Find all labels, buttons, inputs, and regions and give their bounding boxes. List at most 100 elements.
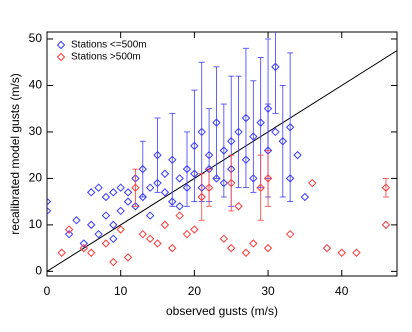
point bbox=[293, 150, 302, 160]
point bbox=[249, 239, 258, 248]
legend-label: Stations >500m bbox=[71, 52, 141, 63]
point bbox=[175, 211, 184, 220]
point bbox=[256, 183, 265, 192]
point bbox=[131, 202, 140, 211]
point bbox=[72, 216, 81, 225]
point bbox=[109, 257, 118, 267]
point bbox=[241, 113, 251, 123]
point bbox=[116, 225, 125, 234]
point bbox=[87, 220, 96, 230]
point bbox=[249, 174, 258, 183]
point bbox=[256, 118, 265, 127]
point bbox=[138, 192, 147, 202]
point bbox=[190, 141, 199, 151]
point bbox=[168, 243, 177, 253]
point bbox=[101, 192, 111, 202]
point bbox=[249, 132, 258, 141]
point bbox=[285, 229, 295, 239]
point bbox=[131, 183, 140, 192]
point bbox=[168, 155, 177, 165]
point bbox=[227, 178, 236, 188]
y-tick-label: 20 bbox=[29, 171, 43, 185]
point bbox=[322, 243, 332, 253]
point bbox=[79, 239, 89, 248]
point bbox=[278, 137, 287, 146]
point bbox=[101, 211, 111, 220]
point bbox=[381, 220, 391, 230]
reference-line bbox=[47, 50, 397, 272]
point bbox=[138, 164, 147, 174]
point bbox=[212, 118, 221, 127]
x-tick-label: 20 bbox=[188, 284, 202, 298]
point bbox=[263, 174, 273, 183]
y-tick-label: 30 bbox=[29, 124, 43, 138]
point bbox=[87, 188, 96, 197]
point bbox=[94, 229, 103, 239]
point bbox=[352, 248, 361, 257]
point bbox=[337, 248, 346, 257]
point bbox=[109, 234, 118, 244]
point bbox=[234, 127, 243, 137]
plot-frame bbox=[46, 31, 398, 277]
x-tick-label: 0 bbox=[44, 284, 51, 298]
x-tick-label: 10 bbox=[114, 284, 128, 298]
point bbox=[227, 243, 236, 253]
point bbox=[123, 253, 133, 262]
point bbox=[263, 243, 273, 253]
point bbox=[47, 197, 52, 206]
point bbox=[241, 248, 251, 257]
point bbox=[138, 229, 147, 239]
point bbox=[219, 234, 229, 244]
point bbox=[227, 137, 236, 146]
y-tick-label: 40 bbox=[29, 78, 43, 92]
plot-area bbox=[47, 32, 397, 272]
point bbox=[175, 202, 184, 211]
point bbox=[47, 206, 52, 216]
point bbox=[204, 150, 214, 160]
point bbox=[263, 104, 273, 113]
legend-marker bbox=[56, 40, 66, 50]
point bbox=[175, 174, 184, 183]
point bbox=[190, 225, 199, 234]
point bbox=[160, 220, 170, 230]
y-tick-label: 0 bbox=[35, 264, 42, 278]
point bbox=[219, 146, 229, 155]
point bbox=[101, 239, 111, 248]
point bbox=[153, 239, 162, 248]
point bbox=[204, 183, 214, 192]
point bbox=[381, 183, 391, 192]
point bbox=[160, 169, 170, 178]
x-axis-label: observed gusts (m/s) bbox=[166, 304, 278, 318]
point bbox=[197, 192, 206, 202]
x-tick-label: 30 bbox=[261, 284, 275, 298]
point bbox=[285, 123, 295, 132]
point bbox=[87, 248, 96, 257]
point bbox=[145, 234, 155, 244]
y-tick-label: 50 bbox=[29, 31, 43, 45]
point bbox=[219, 178, 229, 188]
point bbox=[271, 127, 280, 137]
point bbox=[212, 174, 221, 183]
x-tick-label: 40 bbox=[335, 284, 349, 298]
point bbox=[285, 174, 295, 183]
point bbox=[300, 192, 310, 202]
point bbox=[123, 188, 133, 197]
point bbox=[234, 202, 243, 211]
point bbox=[145, 211, 155, 220]
point bbox=[123, 197, 133, 206]
point bbox=[182, 229, 192, 239]
point bbox=[57, 248, 66, 257]
y-axis-label: recalibrated model gusts (m/s) bbox=[8, 73, 22, 234]
point bbox=[271, 62, 280, 72]
point bbox=[197, 127, 206, 137]
point bbox=[145, 183, 155, 192]
point bbox=[116, 206, 125, 216]
point bbox=[64, 225, 74, 234]
point bbox=[116, 183, 125, 192]
legend-label: Stations <=500m bbox=[71, 40, 147, 51]
legend-marker bbox=[56, 52, 66, 62]
point bbox=[94, 183, 103, 192]
point bbox=[79, 243, 89, 253]
point bbox=[160, 188, 170, 197]
